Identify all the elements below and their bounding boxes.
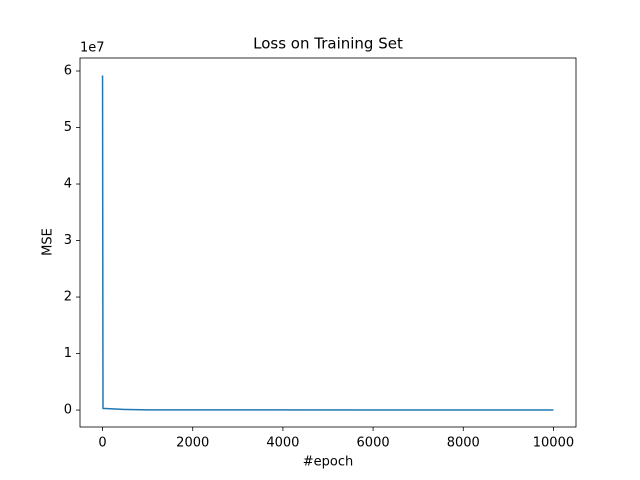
y-tick-label: 2 <box>64 290 72 305</box>
y-tick-label: 4 <box>64 177 72 192</box>
y-offset: 1e7 <box>80 41 105 56</box>
x-tick-label: 10000 <box>533 436 574 451</box>
x-tick-label: 2000 <box>176 436 209 451</box>
y-tick-label: 0 <box>64 403 72 418</box>
y-tick-label: 6 <box>64 63 72 78</box>
x-tick-label: 6000 <box>357 436 390 451</box>
x-tick-label: 8000 <box>447 436 480 451</box>
x-axis-label: #epoch <box>303 455 353 470</box>
axes-frame <box>79 57 577 428</box>
y-tick-label: 3 <box>64 233 72 248</box>
y-tick-label: 5 <box>64 120 72 135</box>
x-tick-label: 0 <box>98 436 106 451</box>
y-tick-label: 1 <box>64 346 72 361</box>
line-series <box>101 75 554 411</box>
chart-title: Loss on Training Set <box>253 35 403 53</box>
x-tick-label: 4000 <box>266 436 299 451</box>
y-axis-label: MSE <box>41 228 56 256</box>
